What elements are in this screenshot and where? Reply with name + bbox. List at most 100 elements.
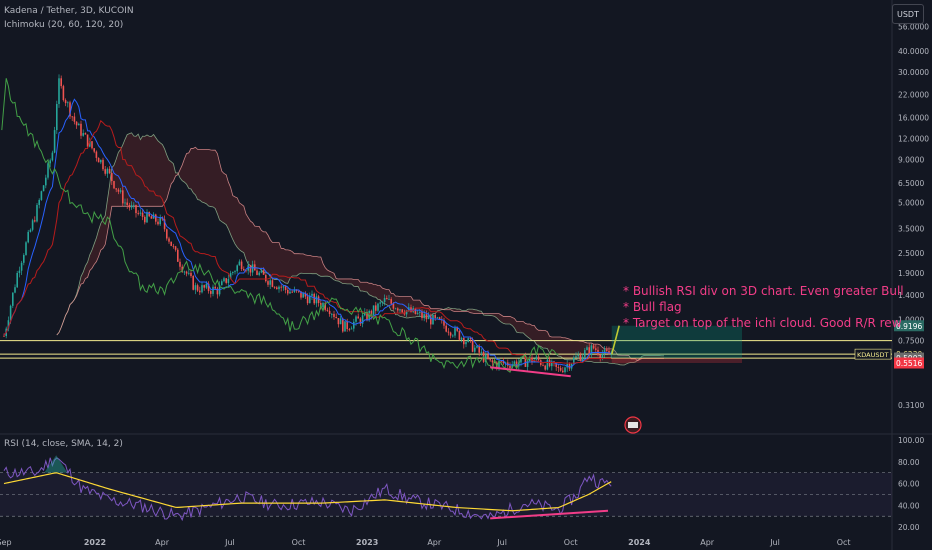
- price-tick-label: 40.0000: [898, 47, 929, 56]
- candle-body: [370, 310, 373, 316]
- candle-body: [155, 214, 157, 222]
- candle-body: [603, 349, 606, 354]
- candle-body: [425, 314, 428, 320]
- candle-body: [225, 278, 227, 283]
- cloud-fill: [56, 132, 665, 366]
- candle-body: [97, 157, 100, 163]
- candle-body: [168, 238, 170, 242]
- candle-body: [342, 318, 344, 332]
- candle-body: [456, 327, 458, 331]
- candle-body: [207, 283, 210, 292]
- candle-body: [379, 302, 381, 304]
- candle-body: [113, 181, 115, 189]
- candle-body: [460, 337, 463, 340]
- candle-body: [478, 345, 480, 353]
- candle-body: [36, 204, 38, 222]
- candle-body: [489, 359, 491, 361]
- candle-body: [515, 361, 518, 367]
- price-tick-label: 12.0000: [898, 135, 929, 144]
- candle-body: [436, 317, 439, 319]
- candle-body: [487, 354, 489, 360]
- symbol-badge-bg: [854, 348, 892, 360]
- candle-body: [577, 354, 579, 357]
- candle-body: [520, 356, 522, 363]
- candle-body: [544, 365, 546, 370]
- currency-button[interactable]: USDT: [892, 4, 924, 24]
- candle-body: [262, 270, 265, 275]
- candle-body: [386, 298, 388, 300]
- candle-body: [463, 337, 465, 345]
- candle-body: [71, 116, 73, 118]
- candle-body: [185, 271, 188, 274]
- candle-body: [203, 285, 205, 288]
- candle-body: [333, 313, 335, 317]
- candle-body: [502, 361, 505, 364]
- candle-body: [346, 321, 348, 330]
- candle-body: [504, 362, 507, 364]
- price-tick-label: 9.0000: [898, 156, 924, 165]
- price-tick-label: 1.0000: [898, 316, 924, 325]
- candle-body: [256, 270, 258, 275]
- candle-body: [102, 159, 104, 170]
- candle-body: [381, 302, 384, 303]
- candle-body: [280, 286, 282, 288]
- candle-body: [190, 272, 192, 277]
- candle-body: [20, 262, 23, 271]
- candle-body: [170, 241, 172, 246]
- candle-body: [18, 270, 21, 273]
- candle-body: [62, 86, 65, 101]
- rsi-overbought-fill: [44, 455, 68, 473]
- candle-body: [491, 360, 494, 363]
- candle-body: [427, 316, 430, 320]
- candle-body: [595, 348, 597, 350]
- time-tick-label: 2023: [356, 538, 378, 547]
- candle-body: [40, 191, 43, 200]
- candle-body: [194, 285, 197, 290]
- candle-body: [309, 295, 311, 304]
- price-tick-label: 0.7500: [898, 337, 924, 346]
- candle-body: [3, 335, 5, 337]
- reward-zone: [611, 325, 742, 359]
- annotation-line-3: * Target on top of the ichi cloud. Good …: [623, 316, 902, 330]
- candle-body: [144, 216, 146, 223]
- symbol-title: Kadena / Tether, 3D, KUCOIN: [4, 6, 134, 16]
- candle-body: [163, 219, 166, 230]
- candle-body: [289, 291, 291, 294]
- candle-body: [126, 202, 128, 205]
- base-line: [3, 119, 612, 364]
- candle-body: [117, 189, 120, 192]
- candle-body: [471, 339, 474, 352]
- candle-body: [579, 354, 582, 361]
- candle-body: [313, 293, 315, 304]
- candle-body: [115, 188, 117, 190]
- price-tick-label: 2.5000: [898, 249, 924, 258]
- candle-body: [267, 281, 269, 285]
- candle-body: [227, 278, 230, 283]
- candle-body: [375, 305, 377, 311]
- candle-body: [355, 316, 357, 322]
- rsi-ma-line: [3, 472, 612, 512]
- candle-body: [331, 313, 333, 315]
- candle-body: [408, 307, 410, 311]
- rsi-pane: 100.00 80.00 60.00 40.00 20.00: [0, 436, 924, 532]
- annotation-line-2: * Bull flag: [623, 300, 682, 314]
- candle-body: [7, 320, 10, 329]
- candle-body: [133, 204, 135, 206]
- candle-body: [432, 314, 434, 325]
- candle-body: [419, 312, 421, 313]
- flag-icon-body: [628, 422, 638, 428]
- candle-body: [452, 335, 454, 337]
- candle-body: [128, 204, 131, 208]
- candle-body: [526, 361, 529, 367]
- candle-body: [390, 299, 392, 304]
- candle-body: [500, 360, 502, 362]
- candle-body: [533, 359, 535, 363]
- rsi-tick-label: 80.00: [898, 458, 920, 467]
- candle-body: [82, 133, 84, 136]
- candle-body: [258, 272, 260, 275]
- price-tick-label: 5.0000: [898, 198, 924, 207]
- candle-body: [311, 293, 313, 296]
- candle-body: [357, 316, 359, 319]
- time-tick-label: Apr: [700, 538, 715, 547]
